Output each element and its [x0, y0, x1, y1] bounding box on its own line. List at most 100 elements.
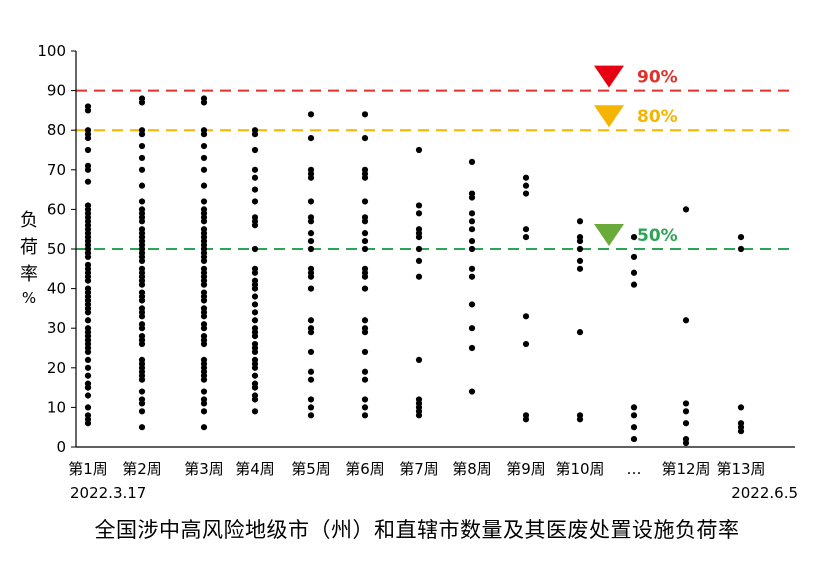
data-point: [522, 416, 530, 423]
data-point: [200, 408, 208, 415]
data-point: [251, 333, 259, 340]
data-point: [361, 376, 369, 383]
data-point: [737, 234, 745, 241]
data-point: [251, 174, 259, 181]
y-tick-label: 40: [47, 280, 66, 298]
data-point: [307, 376, 315, 383]
data-point: [84, 107, 92, 114]
data-point: [138, 154, 146, 162]
threshold-label-50: 50%: [637, 226, 678, 246]
chart-title: 全国涉中高风险地级市（州）和直辖市数量及其医废处置设施负荷率: [94, 518, 740, 542]
data-point: [682, 408, 690, 415]
data-point: [361, 348, 369, 356]
x-tick-label: 第6周: [345, 460, 385, 478]
data-point: [361, 404, 369, 411]
data-point: [522, 190, 530, 197]
data-point: [361, 174, 369, 181]
data-point: [522, 182, 530, 189]
data-point: [361, 412, 369, 419]
data-point: [468, 194, 476, 201]
data-point: [630, 404, 638, 411]
data-point: [576, 257, 584, 264]
x-tick-label: 第3周: [184, 460, 224, 478]
data-point: [200, 99, 208, 106]
data-point: [138, 388, 146, 395]
threshold-label-80: 80%: [637, 107, 678, 127]
data-point: [361, 285, 369, 292]
data-point: [630, 424, 638, 431]
data-point: [307, 317, 315, 324]
data-point: [307, 218, 315, 225]
x-tick-label: 第5周: [291, 460, 331, 478]
data-point: [84, 277, 92, 284]
data-point: [138, 340, 146, 348]
data-point: [361, 396, 369, 403]
data-point: [251, 131, 259, 138]
data-point: [682, 317, 690, 324]
data-point: [576, 218, 584, 225]
data-point: [468, 210, 476, 217]
data-point: [415, 210, 423, 217]
data-point: [415, 273, 423, 280]
data-point: [522, 340, 530, 348]
data-point: [737, 245, 745, 253]
data-point: [307, 412, 315, 419]
start-date-label: 2022.3.17: [70, 484, 146, 502]
data-point: [630, 253, 638, 261]
data-point: [307, 237, 315, 245]
data-point: [630, 412, 638, 419]
data-point: [468, 158, 476, 165]
threshold-label-90: 90%: [637, 68, 678, 88]
data-point: [361, 135, 369, 142]
data-point: [307, 135, 315, 142]
data-point: [251, 245, 259, 253]
data-point: [468, 226, 476, 233]
data-point: [138, 198, 146, 205]
x-tick-label: 第7周: [399, 460, 439, 478]
data-point: [307, 273, 315, 280]
data-point: [200, 297, 208, 304]
data-point: [630, 281, 638, 288]
data-point: [138, 99, 146, 106]
y-tick-label: 80: [47, 121, 66, 139]
data-point: [307, 285, 315, 292]
data-point: [200, 340, 208, 348]
data-point: [468, 344, 476, 352]
data-point: [468, 325, 476, 332]
data-point: [138, 218, 146, 225]
data-point: [307, 329, 315, 336]
data-point: [84, 372, 92, 379]
data-point: [200, 218, 208, 225]
data-point: [468, 237, 476, 245]
data-point: [576, 245, 584, 253]
data-point: [84, 392, 92, 399]
data-point: [138, 424, 146, 431]
data-point: [361, 198, 369, 205]
x-tick-label: 第8周: [452, 460, 492, 478]
y-axis-title-char: 负: [20, 210, 38, 231]
data-point: [361, 368, 369, 375]
data-point: [84, 404, 92, 411]
data-point: [251, 222, 259, 229]
data-point: [84, 253, 92, 261]
data-point: [576, 237, 584, 245]
data-point: [307, 396, 315, 403]
data-point: [200, 131, 208, 138]
data-point: [84, 364, 92, 371]
data-point: [251, 372, 259, 379]
data-point: [251, 293, 259, 300]
data-point: [138, 257, 146, 264]
data-point: [468, 273, 476, 280]
data-point: [84, 420, 92, 427]
y-tick-label: 70: [47, 161, 66, 179]
data-point: [200, 400, 208, 407]
data-point: [415, 234, 423, 241]
data-point: [522, 226, 530, 233]
data-point: [84, 166, 92, 173]
data-point: [251, 396, 259, 403]
data-point: [682, 206, 690, 213]
data-point: [84, 384, 92, 391]
data-point: [307, 198, 315, 205]
x-tick-label: 第12周: [661, 460, 710, 478]
data-point: [251, 285, 259, 292]
